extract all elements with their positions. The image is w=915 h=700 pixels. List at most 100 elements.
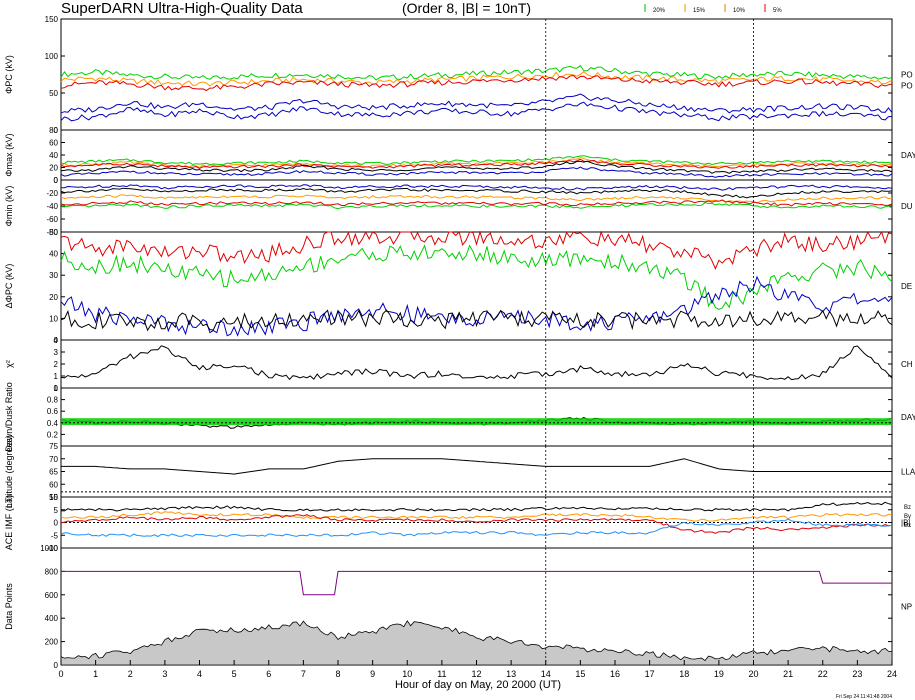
right-label: DAY [901, 413, 915, 422]
x-tick-label: 6 [266, 669, 271, 679]
y-tick-label: 20 [49, 164, 58, 173]
y-tick-label: 0.8 [47, 396, 59, 405]
y-tick-label: 80 [49, 126, 58, 135]
y-tick-label: 0.4 [47, 419, 59, 428]
x-tick-label: 14 [541, 669, 551, 679]
x-tick-label: 10 [402, 669, 412, 679]
series-line [60, 64, 893, 81]
series-line [60, 158, 893, 169]
series-line [60, 501, 893, 512]
y-tick-label: 10 [49, 314, 58, 323]
series-line [60, 187, 893, 199]
series-line [60, 101, 893, 122]
x-tick-label: 20 [748, 669, 758, 679]
right-label: |B| [901, 519, 911, 528]
ratio-band [61, 418, 892, 426]
y-tick-label: -40 [46, 202, 58, 211]
right-label-2: PO [901, 82, 913, 91]
x-tick-label: 5 [232, 669, 237, 679]
panel-ratio: 0.2 0.4 0.6 0.8 1 Dawn/Dusk Ratio DAY [4, 382, 915, 452]
x-tick-label: 11 [437, 669, 446, 679]
y-tick-label: 150 [45, 15, 59, 24]
panel-frame [60, 339, 893, 389]
series-line [60, 514, 893, 534]
legend-label: 15% [693, 8, 706, 14]
y-tick-label: 0.6 [47, 407, 59, 416]
y-tick-label: 20 [49, 293, 58, 302]
x-tick-label: 17 [645, 669, 655, 679]
panel-frame [60, 387, 893, 447]
x-tick-label: 16 [610, 669, 620, 679]
y-tick-label: 5 [54, 506, 59, 515]
x-tick-label: 3 [162, 669, 167, 679]
series-line [60, 74, 893, 92]
y-tick-label: 3 [54, 348, 59, 357]
panel-min: -80 -60 -40 -20 0 Φmin (kV) DU [4, 176, 913, 237]
series-line [61, 458, 892, 475]
x-tick-label: 21 [783, 669, 793, 679]
y-tick-label: 40 [49, 151, 58, 160]
y-axis-label: Φmax (kV) [4, 133, 14, 176]
right-sub-label: By [904, 514, 911, 520]
x-tick-label: 7 [301, 669, 306, 679]
legend-label: 10% [733, 8, 746, 14]
y-tick-label: -5 [51, 531, 59, 540]
y-tick-label: 200 [45, 638, 59, 647]
series-line [61, 155, 893, 166]
y-tick-label: -60 [46, 215, 58, 224]
x-axis-label: Hour of day on May, 20 2000 (UT) [395, 679, 561, 691]
x-tick-label: 4 [197, 669, 202, 679]
panel-max: 0 20 40 60 80 Φmax (kV) DAY [4, 126, 915, 185]
y-tick-label: 0 [54, 384, 59, 393]
x-tick-label: 2 [128, 669, 133, 679]
y-axis-label: ΔΦPC (kV) [4, 264, 14, 309]
y-tick-label: 600 [45, 591, 59, 600]
right-sub-label: Bz [904, 505, 911, 511]
y-tick-label: 75 [49, 442, 58, 451]
y-axis-label: ACE IMF (nT) [4, 495, 14, 551]
y-tick-label: 0 [54, 126, 59, 135]
y-tick-label: 2 [54, 360, 59, 369]
y-tick-label: 40 [49, 250, 58, 259]
x-tick-label: 13 [506, 669, 516, 679]
x-tick-label: 23 [852, 669, 862, 679]
x-tick-label: 12 [471, 669, 481, 679]
panel-dpc: 0 10 20 30 40 50 ΔΦPC (kV) DE [4, 228, 912, 345]
y-tick-label: 50 [49, 228, 58, 237]
y-tick-label: 60 [49, 139, 58, 148]
legend-label: 5% [773, 8, 782, 14]
legend: 20% 15% 10% 5% [644, 4, 782, 14]
x-tick-label: 1 [93, 669, 98, 679]
right-label: DE [901, 282, 912, 291]
y-tick-label: 4 [54, 336, 59, 345]
y-tick-label: 1 [54, 384, 59, 393]
y-axis-label: Data Points [4, 583, 14, 630]
y-tick-label: 0 [54, 176, 59, 185]
y-tick-label: 50 [49, 89, 58, 98]
y-tick-label: 60 [49, 480, 58, 489]
series-line [60, 93, 893, 114]
right-label: NP [901, 603, 912, 612]
right-label: LLA [901, 468, 915, 477]
y-tick-label: 1000 [40, 544, 58, 553]
y-tick-label: 0 [54, 519, 59, 528]
panel-imf: -10 -5 0 5 10 ACE IMF (nT) |B| Bz By Bx [4, 493, 911, 553]
y-axis-label: Latitude (degrees) [4, 435, 14, 508]
x-tick-label: 9 [370, 669, 375, 679]
series-line [60, 275, 893, 337]
right-sub-label: Bx [904, 523, 911, 529]
y-tick-label: 0 [54, 336, 59, 345]
chart-title: SuperDARN Ultra-High-Quality Data [61, 0, 303, 17]
panel-pc: 0 50 100 150 ΦPC (kV) PO PO [4, 15, 913, 135]
panel-lat: 55 60 65 70 75 Latitude (degrees) LLA [4, 435, 915, 508]
series-line [60, 156, 893, 169]
panel-npts: 0 200 400 600 800 1000 Data Points NP [4, 544, 912, 670]
y-tick-label: -20 [46, 189, 58, 198]
right-label: PO [901, 71, 913, 80]
series-line [61, 570, 892, 596]
right-label: CH [901, 360, 913, 369]
y-tick-label: 0 [54, 176, 59, 185]
series-line [60, 230, 893, 270]
